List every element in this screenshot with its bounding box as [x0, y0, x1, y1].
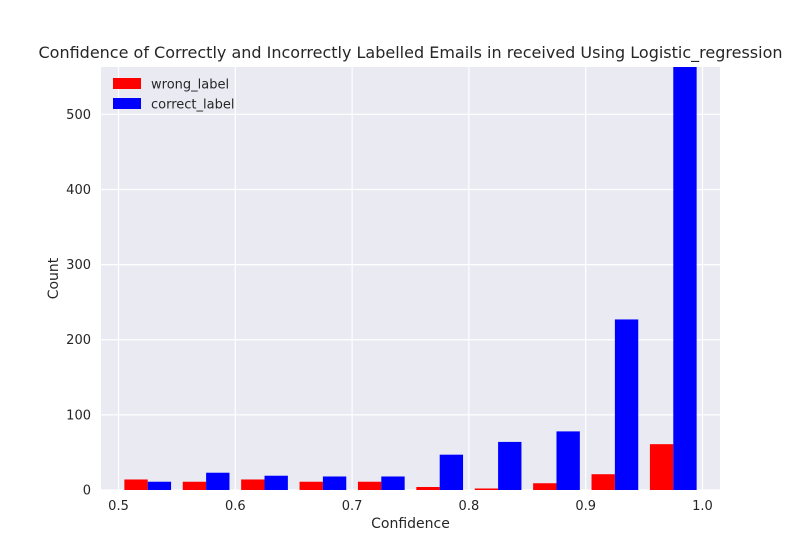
bar-correct-label	[673, 67, 697, 490]
bar-correct-label	[498, 441, 522, 490]
bar-wrong-label	[357, 481, 382, 490]
y-tick-label: 0	[83, 484, 91, 499]
bar-correct-label	[206, 472, 230, 490]
bar-wrong-label	[124, 479, 148, 490]
bar-correct-label	[556, 431, 580, 490]
bar-correct-label	[439, 454, 464, 490]
y-tick-label: 400	[66, 183, 91, 198]
bar-correct-label	[264, 475, 288, 490]
legend-swatch	[113, 78, 141, 89]
y-tick-label: 200	[66, 333, 91, 348]
y-tick-label: 300	[66, 258, 91, 273]
x-tick-label: 0.5	[108, 499, 129, 514]
bar-wrong-label	[474, 488, 499, 490]
bar-wrong-label	[533, 483, 557, 490]
bar-correct-label	[147, 481, 172, 490]
bars	[124, 67, 697, 490]
legend: wrong_label correct_label	[113, 78, 234, 113]
y-tick-label: 100	[66, 408, 91, 423]
legend-label: correct_label	[151, 98, 234, 113]
y-axis-ticks: 0 100 200 300 400 500	[66, 108, 91, 499]
y-axis-label: Count	[46, 257, 62, 299]
bar-correct-label	[614, 319, 639, 490]
bar-wrong-label	[416, 486, 440, 490]
chart-title: Confidence of Correctly and Incorrectly …	[38, 43, 782, 63]
y-tick-label: 500	[66, 108, 91, 123]
bar-wrong-label	[591, 474, 615, 490]
x-axis-label: Confidence	[371, 516, 450, 532]
x-tick-label: 0.6	[225, 499, 246, 514]
bar-correct-label	[322, 476, 347, 490]
x-tick-label: 0.9	[575, 499, 596, 514]
x-axis-ticks: 0.5 0.6 0.7 0.8 0.9 1.0	[108, 499, 713, 514]
legend-swatch	[113, 98, 141, 109]
bar-wrong-label	[649, 444, 674, 490]
bar-correct-label	[381, 476, 405, 490]
bar-wrong-label	[182, 481, 207, 490]
x-tick-label: 0.8	[459, 499, 480, 514]
bar-wrong-label	[299, 481, 323, 490]
x-tick-label: 0.7	[342, 499, 363, 514]
bar-wrong-label	[241, 479, 265, 490]
legend-label: wrong_label	[151, 78, 229, 93]
x-tick-label: 1.0	[692, 499, 713, 514]
grid-lines	[101, 67, 720, 491]
